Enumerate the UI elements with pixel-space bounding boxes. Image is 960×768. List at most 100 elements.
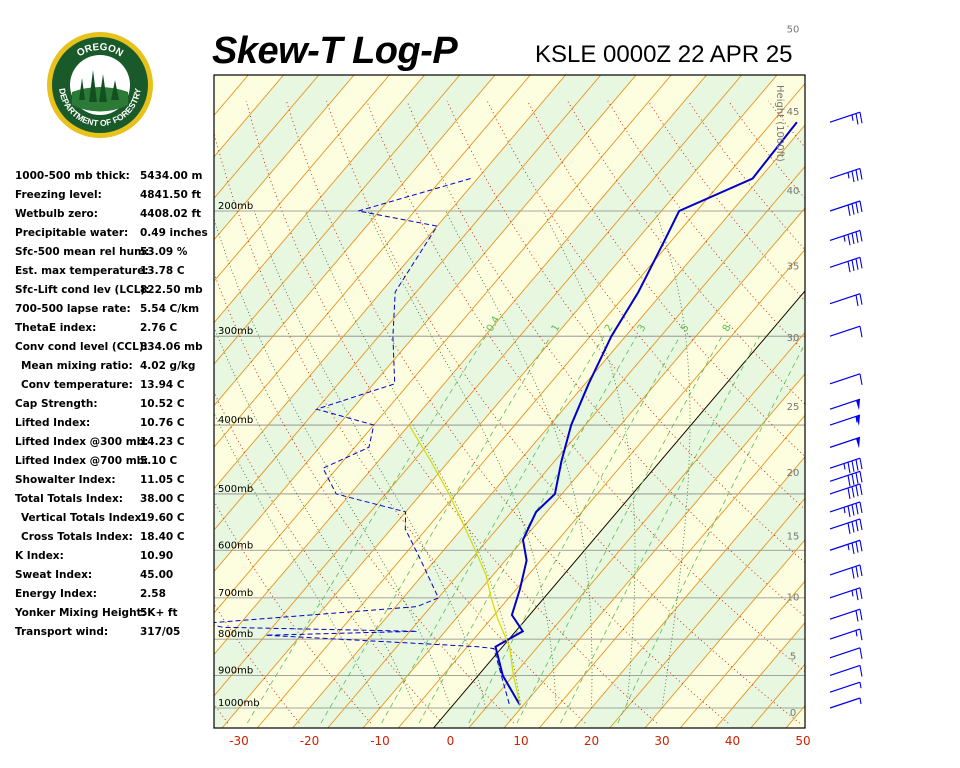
pressure-label: 700mb bbox=[218, 588, 253, 599]
index-label: Est. max temperature: bbox=[15, 265, 149, 277]
isotherm-line bbox=[785, 704, 805, 728]
wind-barb-flag bbox=[859, 458, 863, 470]
dry-adiabat-curve bbox=[214, 603, 300, 724]
moist-adiabat-curve bbox=[214, 326, 416, 709]
index-label: Conv cond level (CCL): bbox=[15, 341, 148, 353]
pressure-label: 800mb bbox=[218, 629, 253, 640]
isotherm-line bbox=[0, 75, 2, 728]
wind-barb-flag bbox=[859, 647, 863, 659]
isotherm-line bbox=[292, 124, 805, 728]
isotherm-line bbox=[214, 75, 672, 614]
index-value: 19.60 C bbox=[140, 512, 185, 524]
wind-barb-flag bbox=[855, 294, 859, 307]
index-value: 834.06 mb bbox=[140, 341, 203, 353]
oregon-forestry-logo: OREGON DEPARTMENT OF FORESTRY bbox=[45, 30, 155, 140]
wind-barb-flag bbox=[855, 231, 859, 243]
temperature-band bbox=[214, 75, 778, 728]
moist-adiabat-curve bbox=[542, 210, 636, 709]
station-time-label: KSLE 0000Z 22 APR 25 bbox=[535, 41, 793, 68]
index-row: Freezing level: 4841.50 ft bbox=[15, 187, 215, 206]
index-row: Est. max temperature: 13.78 C bbox=[15, 263, 215, 282]
wind-barb bbox=[829, 470, 863, 487]
wind-barb-flag bbox=[851, 504, 855, 516]
temperature-tick-label: -20 bbox=[300, 734, 320, 748]
wind-barb bbox=[829, 483, 863, 499]
wind-barb-flag bbox=[855, 485, 859, 497]
wind-barb-shaft bbox=[829, 111, 861, 123]
index-label: Transport wind: bbox=[15, 626, 109, 638]
wind-barb bbox=[829, 697, 862, 709]
isotherm-line bbox=[214, 75, 637, 573]
height-tick-label: 15 bbox=[787, 531, 800, 542]
wind-barb-flag bbox=[847, 475, 851, 487]
index-row: Precipitable water: 0.49 inches bbox=[15, 225, 215, 244]
parcel-trace bbox=[408, 424, 521, 706]
isotherm-line bbox=[221, 75, 778, 728]
wind-barb-flag bbox=[859, 257, 863, 269]
height-tick-label: 10 bbox=[787, 592, 800, 603]
height-tick-label: 0 bbox=[790, 708, 796, 719]
pressure-label: 600mb bbox=[218, 540, 253, 551]
index-row: Transport wind: 317/05 bbox=[15, 624, 215, 643]
index-label: Energy Index: bbox=[15, 588, 97, 600]
wind-barb-shaft bbox=[829, 681, 861, 693]
index-row: Sfc-500 mean rel hum: 53.09 % bbox=[15, 244, 215, 263]
dry-adiabat-curve bbox=[809, 101, 960, 723]
temperature-tick-label: -30 bbox=[229, 734, 249, 748]
mixing-ratio-line bbox=[617, 342, 805, 724]
pressure-label: 1000mb bbox=[218, 698, 260, 709]
isotherm-line bbox=[214, 75, 320, 199]
index-row: 700-500 lapse rate: 5.54 C/km bbox=[15, 301, 215, 320]
dry-adiabat-curve bbox=[366, 100, 805, 673]
wind-barb-shaft bbox=[829, 457, 861, 469]
dewpoint-trace bbox=[214, 178, 510, 706]
wind-barb-half-flag bbox=[859, 697, 862, 705]
height-tick-label: 40 bbox=[787, 186, 800, 197]
wind-barb-flag bbox=[851, 460, 855, 472]
wind-barb-flag bbox=[851, 232, 855, 245]
index-label: Total Totals Index: bbox=[15, 493, 123, 505]
isotherm-line bbox=[214, 75, 390, 282]
wind-barb bbox=[829, 608, 863, 622]
height-tick-label: 35 bbox=[787, 261, 800, 272]
index-label: Sfc-500 mean rel hum: bbox=[15, 246, 150, 258]
index-value: 4408.02 ft bbox=[140, 208, 202, 220]
wind-barb-shaft bbox=[829, 293, 861, 305]
wind-barb bbox=[829, 398, 861, 411]
isotherm-line bbox=[327, 165, 805, 728]
wind-barb-flag bbox=[855, 472, 859, 484]
wind-barb-shaft bbox=[829, 373, 861, 385]
isotherm-line bbox=[679, 580, 805, 728]
wind-barb-shaft bbox=[829, 647, 861, 659]
index-value: 13.78 C bbox=[140, 265, 185, 277]
index-row: Wetbulb zero: 4408.02 ft bbox=[15, 206, 215, 225]
wind-barb bbox=[829, 325, 863, 338]
isotherm-line bbox=[214, 75, 743, 697]
wind-barb bbox=[829, 293, 863, 307]
wind-barb bbox=[829, 664, 863, 677]
wind-barb-flag bbox=[859, 200, 863, 213]
index-label: ThetaE index: bbox=[15, 322, 97, 334]
index-label: Showalter Index: bbox=[15, 474, 116, 486]
isotherm-line bbox=[0, 75, 178, 728]
wind-barb bbox=[829, 457, 863, 474]
isotherm-line bbox=[214, 75, 355, 241]
isotherm-line bbox=[214, 75, 602, 531]
temperature-tick-label: 10 bbox=[513, 734, 528, 748]
index-row: Sfc-Lift cond lev (LCL): 822.50 mb bbox=[15, 282, 215, 301]
index-value: 10.90 bbox=[140, 550, 174, 562]
index-label: 700-500 lapse rate: bbox=[15, 303, 131, 315]
height-tick-label: 20 bbox=[787, 468, 800, 479]
index-value: 0.49 inches bbox=[140, 227, 208, 239]
index-value: 38.00 C bbox=[140, 493, 185, 505]
wind-barb-flag bbox=[855, 202, 859, 214]
index-value: 5K+ ft bbox=[140, 607, 178, 619]
index-value: 53.09 % bbox=[140, 246, 188, 258]
wind-barb-flag bbox=[855, 113, 859, 125]
wind-barb-flag bbox=[855, 503, 859, 515]
isotherm-line bbox=[362, 207, 805, 728]
wind-barb-flag bbox=[855, 589, 859, 601]
stability-indices-panel: 1000-500 mb thick: 5434.00 m Freezing leve… bbox=[15, 168, 215, 643]
isotherm-line bbox=[214, 75, 496, 407]
wind-barb-shaft bbox=[829, 414, 861, 426]
